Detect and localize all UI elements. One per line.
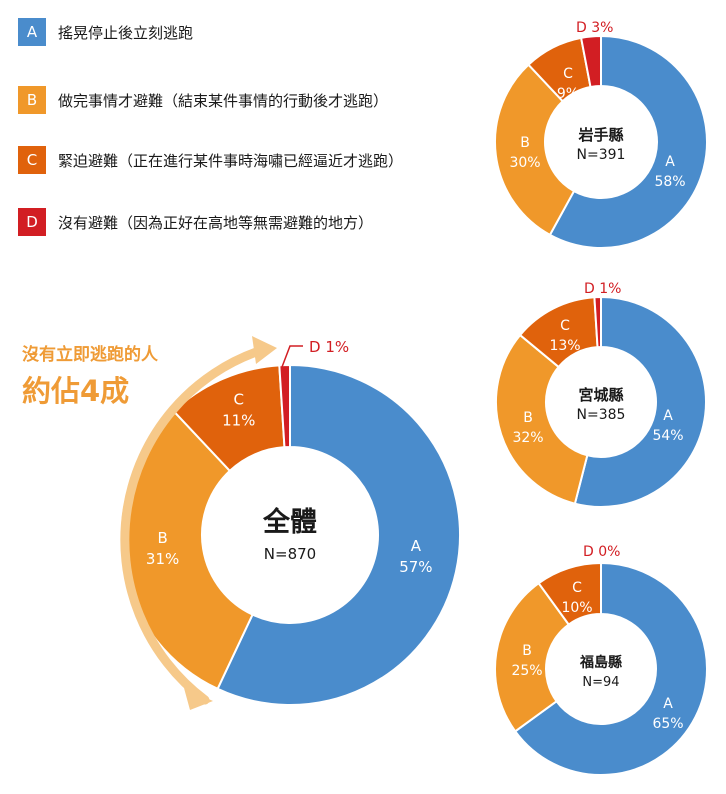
- legend-key-d: D: [18, 208, 46, 236]
- overall-d-leader-line: [281, 345, 303, 368]
- fukushima-label-a-key: A: [663, 696, 673, 712]
- overall-label-a-key: A: [411, 537, 422, 555]
- callout-arrow-head-top: [252, 336, 277, 364]
- fukushima-label-b-value: 25%: [511, 663, 542, 679]
- miyagi-label-b-key: B: [523, 410, 533, 426]
- overall-label-b-key: B: [157, 529, 167, 547]
- miyagi-label-c-value: 13%: [549, 338, 580, 354]
- miyagi-label-b-value: 32%: [512, 430, 543, 446]
- iwate-label-c-key: C: [563, 66, 573, 82]
- legend-key-a: A: [18, 18, 46, 46]
- fukushima-label-c-value: 10%: [561, 600, 592, 616]
- legend-item-d: D 沒有避難（因為正好在高地等無需避難的地方）: [18, 208, 373, 236]
- legend-key-c: C: [18, 146, 46, 174]
- iwate-title: 岩手縣: [577, 126, 623, 144]
- miyagi-label-d: D 1%: [584, 281, 621, 297]
- miyagi-slice-a: [573, 295, 707, 508]
- fukushima-slice-b: [494, 581, 571, 733]
- fukushima-slice-a: [513, 561, 708, 776]
- overall-label-a-value: 57%: [399, 558, 432, 576]
- iwate-label-b-key: B: [520, 135, 530, 151]
- iwate-label-a-key: A: [665, 154, 675, 170]
- iwate-slice-b: [494, 63, 576, 237]
- overall-slice-a: [216, 363, 461, 706]
- overall-label-c-key: C: [234, 391, 244, 409]
- fukushima-title: 福島縣: [579, 654, 622, 671]
- overall-n: N=870: [264, 545, 316, 563]
- fukushima-label-b-key: B: [522, 643, 532, 659]
- overall-label-c-value: 11%: [222, 412, 255, 430]
- iwate-label-c-value: 9%: [557, 86, 579, 102]
- fukushima-label-c-key: C: [572, 580, 582, 596]
- legend-item-b: B 做完事情才避難（結束某件事情的行動後才逃跑）: [18, 86, 388, 114]
- legend-item-c: C 緊迫避難（正在進行某件事時海嘯已經逼近才逃跑）: [18, 146, 403, 174]
- callout-curved-arrow: [120, 345, 267, 705]
- fukushima-label-d: D 0%: [583, 544, 620, 560]
- legend-key-b: B: [18, 86, 46, 114]
- overall-label-b-value: 31%: [146, 550, 179, 568]
- iwate-n: N=391: [577, 147, 626, 163]
- callout-line2: 約佔4成: [22, 374, 130, 408]
- miyagi-n: N=385: [577, 407, 626, 423]
- overall-label-d: D 1%: [309, 338, 349, 356]
- miyagi-slice-d: [593, 295, 602, 349]
- legend-label-b: 做完事情才避難（結束某件事情的行動後才逃跑）: [58, 91, 389, 110]
- fukushima-slice-c: [537, 561, 602, 626]
- iwate-label-d: D 3%: [576, 20, 613, 36]
- legend-item-a: A 搖晃停止後立刻逃跑: [18, 18, 193, 46]
- legend-label-d: 沒有避難（因為正好在高地等無需避難的地方）: [58, 213, 374, 232]
- miyagi-label-a-value: 54%: [652, 428, 683, 444]
- miyagi-label-c-key: C: [560, 318, 570, 334]
- fukushima-n: N=94: [582, 675, 619, 690]
- legend-label-c: 緊迫避難（正在進行某件事時海嘯已經逼近才逃跑）: [58, 151, 404, 170]
- legend-label-a: 搖晃停止後立刻逃跑: [58, 23, 194, 42]
- callout-line1: 沒有立即逃跑的人: [22, 345, 158, 365]
- miyagi-title: 宮城縣: [578, 386, 623, 404]
- iwate-slice-d: [579, 34, 602, 89]
- iwate-label-a-value: 58%: [654, 174, 685, 190]
- miyagi-label-a-key: A: [663, 408, 673, 424]
- overall-title: 全體: [262, 506, 317, 538]
- iwate-slice-a: [548, 34, 708, 249]
- fukushima-label-a-value: 65%: [652, 716, 683, 732]
- miyagi-slice-b: [495, 333, 589, 505]
- callout-arrow-head-bottom: [184, 688, 213, 710]
- iwate-label-b-value: 30%: [509, 155, 540, 171]
